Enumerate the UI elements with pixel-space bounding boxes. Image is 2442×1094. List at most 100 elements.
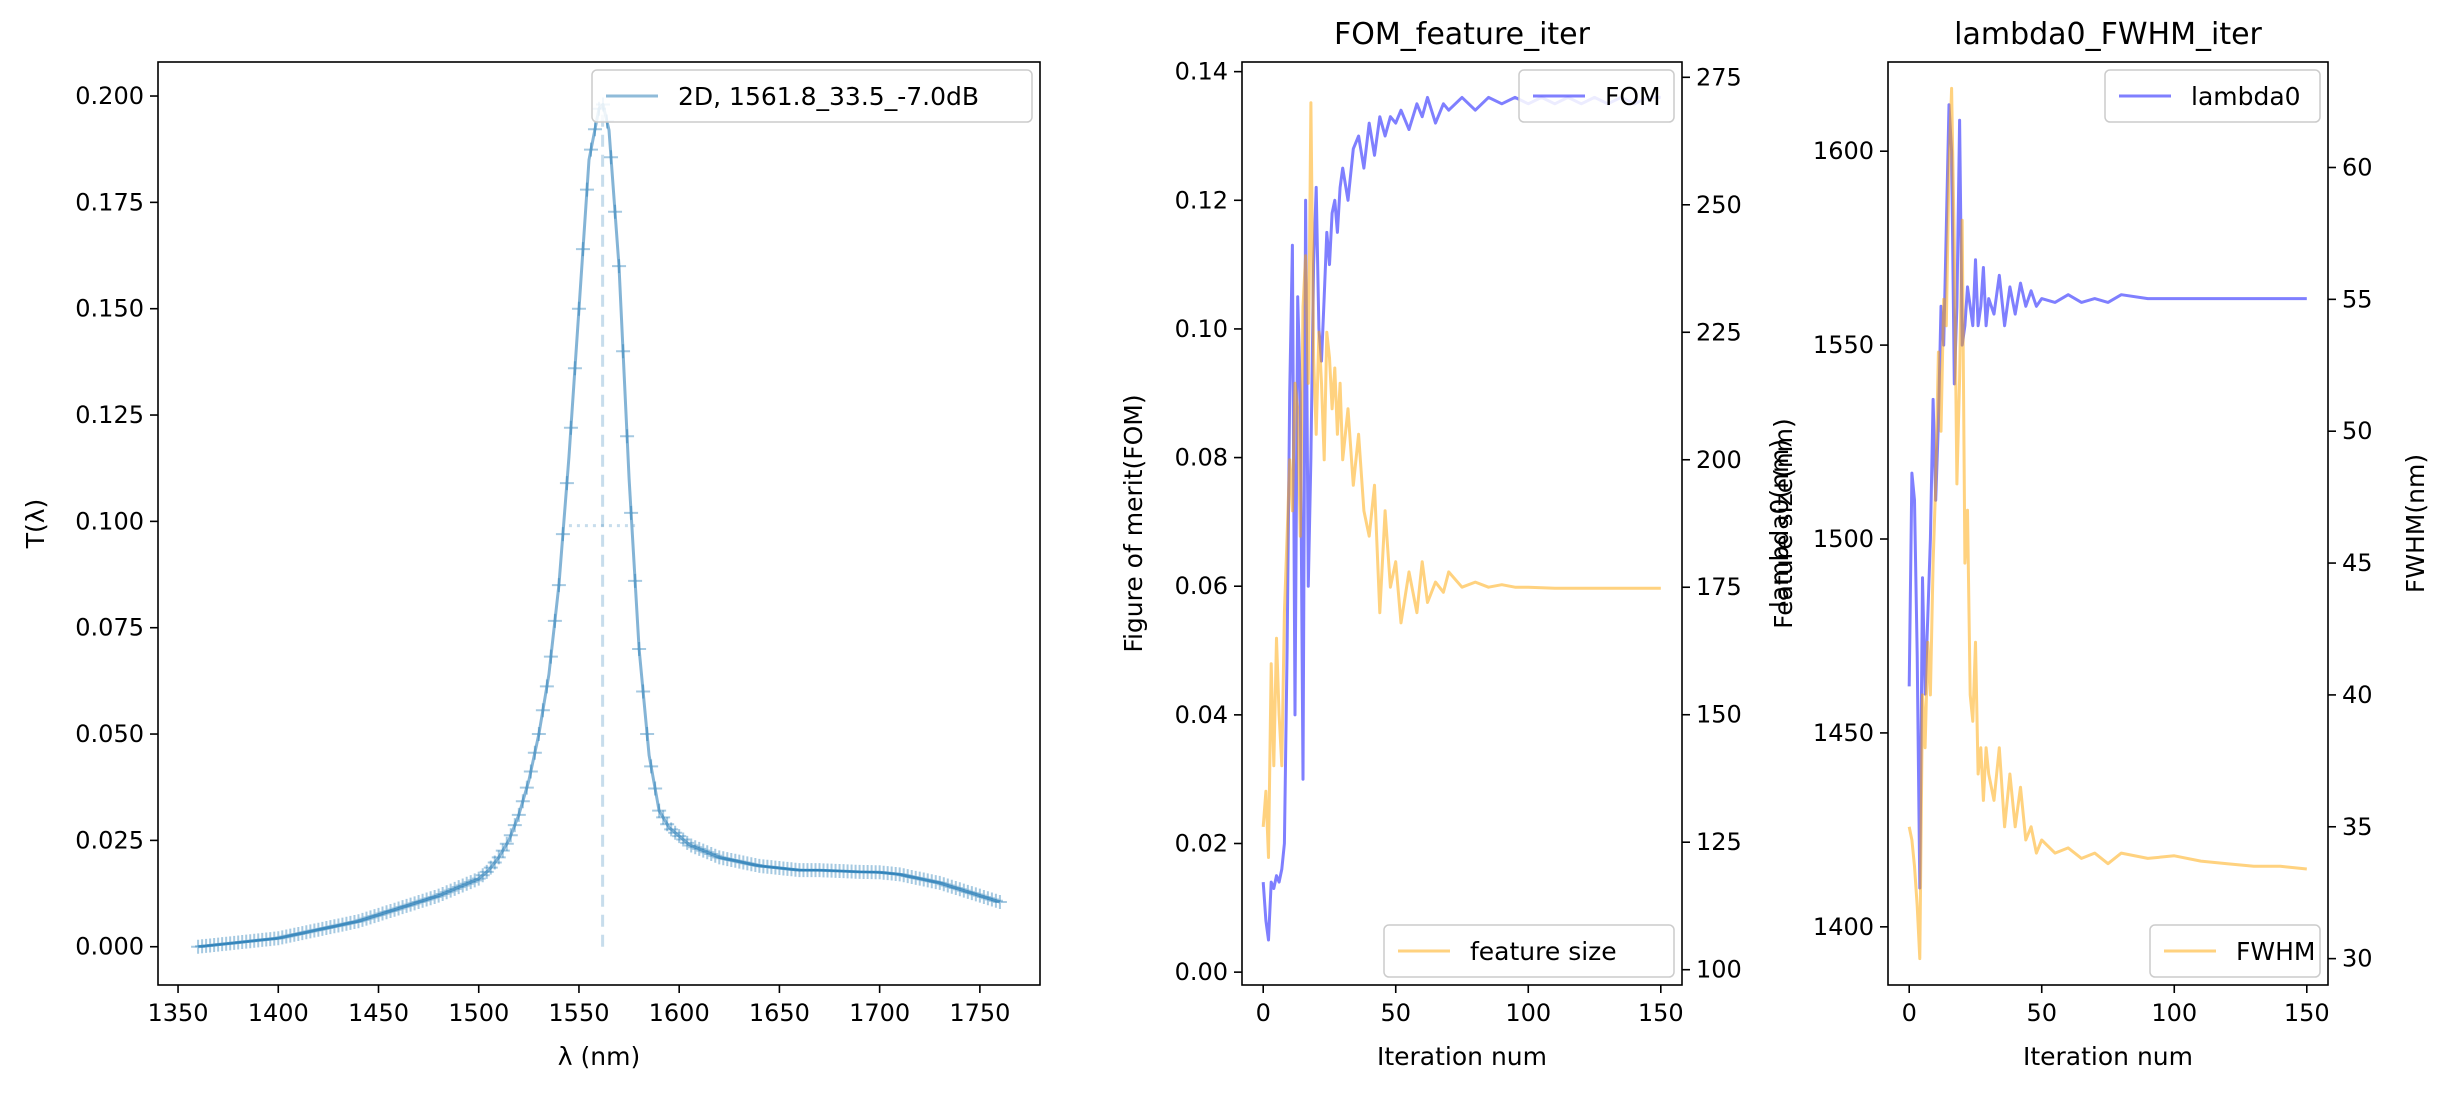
y-tick-label: 0.04: [1175, 701, 1228, 729]
data-point-marker: [948, 881, 963, 896]
series-line-1: [1907, 86, 2307, 961]
data-point-marker: [900, 869, 915, 884]
y-axis-label: T(λ): [21, 499, 50, 550]
data-point-marker: [624, 505, 639, 520]
data-point-marker: [904, 869, 919, 884]
data-point-marker: [976, 889, 991, 904]
data-point-marker: [399, 898, 414, 913]
data-point-marker: [844, 864, 859, 879]
x-axis-label: Iteration num: [2023, 1042, 2193, 1071]
y-tick-label: 0.12: [1175, 186, 1228, 214]
data-point-marker: [620, 429, 635, 444]
data-point-marker: [463, 875, 478, 890]
data-point-marker: [848, 864, 863, 879]
y2-tick-label: 150: [1696, 701, 1742, 729]
data-point-marker: [443, 883, 458, 898]
x-tick-label: 1550: [548, 999, 609, 1027]
x-tick-label: 100: [2151, 999, 2197, 1027]
data-point-marker: [547, 613, 562, 628]
data-point-marker: [640, 727, 655, 742]
data-point-marker: [535, 703, 550, 718]
data-point-marker: [451, 880, 466, 895]
x-tick-label: 1700: [849, 999, 910, 1027]
data-point-marker: [199, 938, 214, 953]
data-point-marker: [756, 859, 771, 874]
y2-axis-label: Feature size(nm): [1769, 418, 1798, 629]
data-point-marker: [483, 860, 498, 875]
data-point-marker: [692, 841, 707, 856]
x-tick-label: 0: [1902, 999, 1917, 1027]
data-point-marker: [379, 905, 394, 920]
data-point-marker: [932, 875, 947, 890]
legend-box: [2104, 69, 2321, 123]
data-point-marker: [435, 886, 450, 901]
data-point-marker: [255, 932, 270, 947]
series-line-0: [1261, 95, 1661, 942]
y-tick-label: 1550: [1813, 331, 1874, 359]
data-point-marker: [960, 884, 975, 899]
data-point-marker: [788, 862, 803, 877]
lambda0-fwhm-panel: 0 50 100 150 1400 1450 1500 1550 1600 30 35 40 45 50 5…: [1765, 17, 2430, 1071]
data-point-marker: [427, 889, 442, 904]
data-point-marker: [403, 897, 418, 912]
data-point-marker: [323, 920, 338, 935]
legend-box: [1518, 69, 1675, 123]
data-point-marker: [367, 909, 382, 924]
y2-tick-label: 35: [2342, 813, 2373, 841]
data-point-marker: [888, 866, 903, 881]
data-point-marker: [736, 855, 751, 870]
data-point-marker: [964, 886, 979, 901]
legend-box: [2149, 924, 2321, 978]
data-point-marker: [764, 860, 779, 875]
y2-tick-label: 45: [2342, 549, 2373, 577]
x-tick-label: 0: [1256, 999, 1271, 1027]
data-point-marker: [531, 727, 546, 742]
data-point-marker: [387, 902, 402, 917]
y-tick-label: 0.08: [1175, 444, 1228, 472]
data-point-marker: [852, 864, 867, 879]
y-tick-label: 1450: [1813, 719, 1874, 747]
y-tick-label: 1500: [1813, 525, 1874, 553]
data-point-marker: [780, 861, 795, 876]
data-point-marker: [375, 906, 390, 921]
data-point-marker: [291, 926, 306, 941]
data-point-marker: [267, 931, 282, 946]
data-point-marker: [800, 863, 815, 878]
data-point-marker: [912, 871, 927, 886]
data-point-marker: [363, 910, 378, 925]
data-point-marker: [495, 843, 510, 858]
data-point-marker: [760, 859, 775, 874]
plot-frame: [1241, 61, 1683, 986]
data-point-marker: [407, 896, 422, 911]
data-point-marker: [708, 848, 723, 863]
x-tick-label: 50: [2026, 999, 2057, 1027]
data-point-marker: [856, 864, 871, 879]
data-point-marker: [523, 764, 538, 779]
data-point-marker: [700, 845, 715, 860]
data-point-marker: [191, 939, 206, 954]
data-point-marker: [988, 893, 1003, 908]
data-point-marker: [491, 850, 506, 865]
data-point-marker: [924, 874, 939, 889]
data-point-marker: [395, 900, 410, 915]
data-point-marker: [347, 915, 362, 930]
data-point-marker: [804, 863, 819, 878]
data-point-marker: [419, 892, 434, 907]
y-tick-label: 0.06: [1175, 572, 1228, 600]
plot-frame: [157, 61, 1041, 986]
data-point-marker: [507, 818, 522, 833]
data-point-marker: [892, 867, 907, 882]
data-point-marker: [203, 938, 218, 953]
legend-box: [591, 69, 1033, 123]
data-point-marker: [908, 870, 923, 885]
data-point-marker: [571, 301, 586, 316]
legend-label: lambda0: [2191, 82, 2301, 111]
x-tick-label: 50: [1380, 999, 1411, 1027]
data-point-marker: [884, 866, 899, 881]
x-tick-label: 1600: [649, 999, 710, 1027]
data-point-marker: [207, 938, 222, 953]
data-point-marker: [587, 122, 602, 137]
data-point-marker: [555, 527, 570, 542]
series-line-0: [1907, 103, 2307, 890]
x-tick-label: 1450: [348, 999, 409, 1027]
